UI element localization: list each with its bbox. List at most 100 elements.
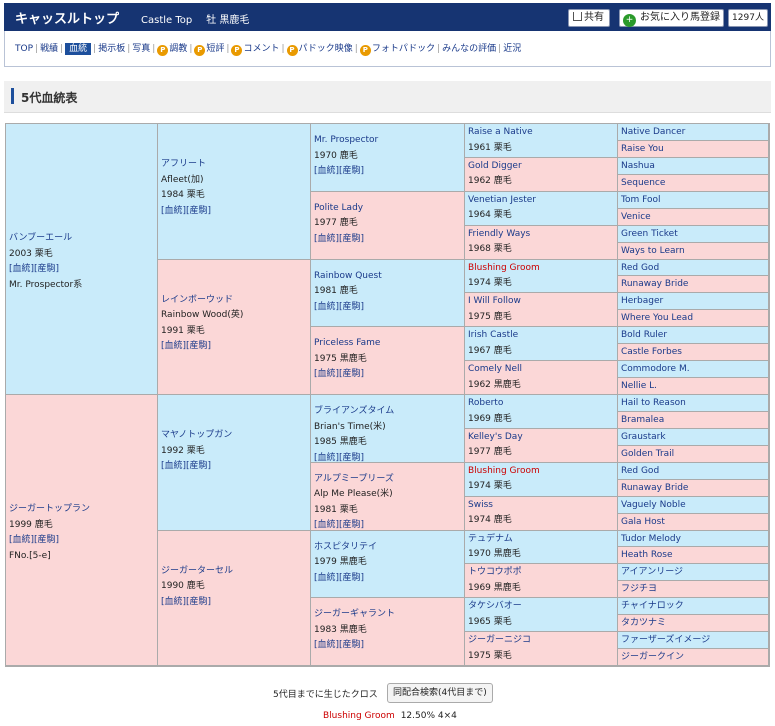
pedigree-links[interactable]: [血統][産駒]	[314, 233, 365, 244]
pedigree-cell-g6[interactable]: フジチヨ	[618, 581, 769, 599]
pedigree-cell-g6[interactable]: Bold Ruler	[618, 327, 769, 345]
nav-item-10[interactable]: みんなの評価	[442, 43, 496, 55]
horse-info: 1977 鹿毛	[314, 218, 358, 229]
pedigree-cell-g6[interactable]: Ways to Learn	[618, 242, 769, 260]
pedigree-links[interactable]: [血統][産駒]	[314, 572, 365, 583]
share-button[interactable]: 共有	[568, 9, 610, 27]
pedigree-cell-g6[interactable]: Vaguely Noble	[618, 496, 769, 514]
pedigree-links[interactable]: [血統][産駒]	[161, 341, 212, 351]
horse-info: 1962 黒鹿毛	[468, 379, 521, 390]
horse-name-link[interactable]: トウコウポポ	[468, 567, 522, 578]
horse-name-link[interactable]: Mr. Prospector	[314, 135, 379, 145]
pedigree-cell-g6[interactable]: Nashua	[618, 157, 769, 175]
pedigree-cell-g6[interactable]: Graustark	[618, 428, 769, 446]
horse-name-link[interactable]: ジーガートップラン	[9, 504, 91, 514]
pedigree-cell-g6[interactable]: チャイナロック	[618, 598, 769, 616]
pedigree-cell-g6[interactable]: Commodore M.	[618, 361, 769, 379]
pedigree-cell-g6[interactable]: Sequence	[618, 174, 769, 192]
same-mating-search-button[interactable]: 同配合検索(4代目まで)	[387, 683, 493, 703]
pedigree-cell-g6[interactable]: Native Dancer	[618, 124, 769, 141]
horse-name-link[interactable]: Blushing Groom	[468, 262, 540, 273]
horse-name-link[interactable]: I Will Follow	[468, 296, 521, 307]
pedigree-links[interactable]: [血統][産駒]	[314, 452, 365, 463]
nav-item-8[interactable]: P パドック映像	[286, 43, 353, 56]
nav-item-1[interactable]: 戦績	[40, 43, 58, 55]
pedigree-cell-g6[interactable]: Gala Host	[618, 513, 769, 531]
pedigree-cell-g6[interactable]: Castle Forbes	[618, 344, 769, 362]
nav-item-3[interactable]: 掲示板	[98, 43, 125, 55]
horse-name-link[interactable]: アルプミープリーズ	[314, 473, 394, 484]
pedigree-cell-g6[interactable]: Bramalea	[618, 411, 769, 429]
horse-name-link[interactable]: ホスピタリテイ	[314, 541, 378, 552]
horse-name-link[interactable]: ジーガーギャラント	[314, 609, 396, 620]
nav-item-4[interactable]: 写真	[132, 43, 150, 55]
pedigree-cell-g6[interactable]: ジーガークイン	[618, 649, 769, 666]
horse-name-link[interactable]: Gold Digger	[468, 160, 522, 171]
horse-name-link[interactable]: Raise a Native	[468, 127, 533, 137]
nav-item-6[interactable]: P 短評	[194, 43, 224, 56]
pedigree-links[interactable]: [血統][産駒]	[314, 520, 365, 531]
nav-item-9[interactable]: P フォトパドック	[359, 43, 436, 56]
horse-name-link[interactable]: Swiss	[468, 499, 493, 510]
horse-name-link[interactable]: Kelley's Day	[468, 431, 523, 442]
nav-item-5[interactable]: P 調教	[157, 43, 187, 56]
nav-item-11[interactable]: 近況	[503, 43, 521, 55]
pedigree-cell-g4: Priceless Fame 1975 黒鹿毛 [血統][産駒]	[311, 327, 465, 395]
horse-name-link[interactable]: マヤノトップガン	[161, 430, 233, 440]
nav-item-7[interactable]: P コメント	[231, 43, 279, 56]
horse-name-link[interactable]: ジーガーニジコ	[468, 635, 532, 646]
cross-horse-link[interactable]: Blushing Groom	[323, 711, 395, 721]
pedigree-cell-g6[interactable]: Tudor Melody	[618, 530, 769, 548]
horse-name-link[interactable]: ジーガーターセル	[161, 565, 234, 576]
pedigree-cell-g6[interactable]: Red God	[618, 462, 769, 480]
horse-name-link[interactable]: Polite Lady	[314, 202, 364, 213]
nav-item-label: コメント	[243, 44, 280, 54]
pedigree-cell-g6[interactable]: Venice	[618, 208, 769, 226]
horse-name-link[interactable]: Blushing Groom	[468, 465, 540, 476]
pedigree-cell-g6[interactable]: Runaway Bride	[618, 276, 769, 294]
pedigree-links[interactable]: [血統][産駒]	[314, 369, 365, 380]
horse-name-link[interactable]: Rainbow Quest	[314, 270, 382, 281]
pedigree-cell-g6[interactable]: アイアンリージ	[618, 564, 769, 582]
pedigree-links[interactable]: [血統][産駒]	[314, 301, 365, 312]
pedigree-cell-g6[interactable]: Heath Rose	[618, 547, 769, 565]
nav-item-label: フォトパドック	[371, 44, 436, 54]
pedigree-cell-g6[interactable]: Hail to Reason	[618, 395, 769, 412]
horse-name-link[interactable]: レインボーウッド	[161, 294, 234, 305]
horse-info: FNo.[5-e]	[9, 550, 51, 561]
horse-name-link[interactable]: Venetian Jester	[468, 194, 536, 205]
pedigree-cell-g6[interactable]: Nellie L.	[618, 378, 769, 395]
pedigree-cell-g6[interactable]: Runaway Bride	[618, 479, 769, 497]
horse-info: Afleet(加)	[161, 174, 204, 185]
pedigree-links[interactable]: [血統][産駒]	[161, 461, 212, 471]
pedigree-cell-g6[interactable]: タカツナミ	[618, 615, 769, 633]
favorite-button[interactable]: + お気に入り馬登録	[619, 9, 724, 27]
horse-name-link[interactable]: Comely Nell	[468, 364, 523, 375]
pedigree-cell-g6[interactable]: Herbager	[618, 293, 769, 311]
pedigree-cell-g6[interactable]: Green Ticket	[618, 225, 769, 243]
horse-info: 1969 黒鹿毛	[468, 582, 521, 593]
pedigree-links[interactable]: [血統][産駒]	[314, 640, 365, 651]
horse-name-link[interactable]: Irish Castle	[468, 330, 519, 341]
pedigree-cell-g6[interactable]: ファーザーズイメージ	[618, 632, 769, 650]
pedigree-links[interactable]: [血統][産駒]	[161, 596, 212, 607]
pedigree-cell-g6[interactable]: Red God	[618, 259, 769, 277]
pedigree-links[interactable]: [血統][産駒]	[314, 166, 365, 176]
horse-name-link[interactable]: Friendly Ways	[468, 228, 531, 239]
nav-item-0[interactable]: TOP	[15, 43, 33, 55]
horse-name-link[interactable]: Roberto	[468, 398, 504, 408]
pedigree-cell-g6[interactable]: Where You Lead	[618, 310, 769, 328]
horse-name-link[interactable]: テュデナム	[468, 533, 513, 544]
pedigree-links[interactable]: [血統][産駒]	[9, 264, 60, 274]
horse-name-link[interactable]: バンブーエール	[9, 233, 73, 243]
horse-name-link[interactable]: Priceless Fame	[314, 338, 381, 349]
pedigree-links[interactable]: [血統][産駒]	[9, 535, 60, 545]
nav-item-2[interactable]: 血統	[65, 43, 92, 55]
horse-name-link[interactable]: タケシバオー	[468, 601, 522, 612]
horse-name-link[interactable]: ブライアンズタイム	[314, 406, 395, 416]
pedigree-cell-g6[interactable]: Tom Fool	[618, 191, 769, 209]
pedigree-cell-g6[interactable]: Raise You	[618, 140, 769, 158]
pedigree-links[interactable]: [血統][産駒]	[161, 205, 212, 216]
horse-name-link[interactable]: アフリート	[161, 159, 207, 169]
pedigree-cell-g6[interactable]: Golden Trail	[618, 445, 769, 463]
